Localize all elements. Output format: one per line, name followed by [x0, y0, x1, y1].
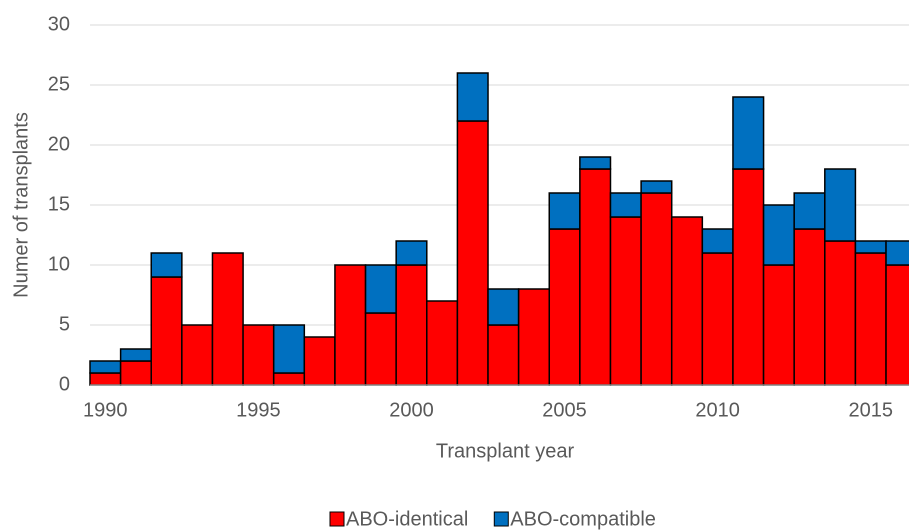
- bar-segment: [762, 264, 795, 386]
- bar-segment: [609, 192, 642, 218]
- y-tick-label: 0: [59, 373, 70, 395]
- bar-segment: [211, 252, 244, 386]
- bar-segment: [487, 324, 520, 386]
- legend-swatch: [493, 511, 509, 527]
- bar-segment: [242, 324, 275, 386]
- bar-segment: [487, 288, 520, 326]
- bar-segment: [119, 348, 152, 362]
- legend-swatch: [329, 511, 345, 527]
- y-tick-label: 5: [59, 313, 70, 335]
- bar-segment: [548, 192, 581, 230]
- bar-segment: [181, 324, 214, 386]
- y-tick-label: 20: [48, 133, 70, 155]
- bar-segment: [824, 168, 857, 242]
- bar-segment: [89, 372, 122, 386]
- bar-segment: [701, 252, 734, 386]
- bar-segment: [579, 168, 612, 386]
- x-tick-label: 2010: [695, 399, 740, 421]
- bar-segment: [701, 228, 734, 254]
- x-tick-label: 1995: [236, 399, 281, 421]
- bar-segment: [762, 204, 795, 266]
- bar-segment: [579, 156, 612, 170]
- bar-segment: [854, 240, 887, 254]
- y-tick-label: 30: [48, 13, 70, 35]
- bar-segment: [670, 216, 704, 386]
- y-axis-label: Numer of transplants: [10, 112, 32, 298]
- bar-segment: [732, 96, 765, 170]
- legend-label: ABO-identical: [346, 508, 468, 530]
- bar-segment: [395, 240, 428, 266]
- bar-segment: [824, 240, 857, 386]
- bar-segment: [732, 168, 765, 386]
- bar-segment: [334, 264, 367, 386]
- bar-segment: [150, 252, 183, 278]
- x-tick-label: 2015: [848, 399, 893, 421]
- x-tick-label: 2005: [542, 399, 587, 421]
- y-tick-label: 10: [48, 253, 70, 275]
- y-tick-label: 25: [48, 73, 70, 95]
- bar-segment: [854, 252, 887, 386]
- bar-segment: [793, 192, 826, 230]
- bar-segment: [517, 288, 551, 386]
- bar-segment: [426, 300, 459, 386]
- bar-segment: [609, 216, 642, 386]
- bar-segment: [456, 120, 489, 386]
- bar-segment: [395, 264, 428, 386]
- bar-segment: [272, 372, 306, 386]
- legend-label: ABO-compatible: [510, 508, 656, 530]
- bar-segment: [119, 360, 152, 386]
- bar-segment: [885, 240, 909, 266]
- bar-segment: [272, 324, 306, 374]
- x-axis-label: Transplant year: [436, 440, 575, 462]
- bar-segment: [640, 192, 673, 386]
- bar-segment: [89, 360, 122, 374]
- bar-segment: [364, 264, 397, 314]
- bar-segment: [793, 228, 826, 386]
- x-tick-label: 1990: [83, 399, 128, 421]
- bar-segment: [303, 336, 336, 386]
- y-tick-label: 15: [48, 193, 70, 215]
- bar-segment: [548, 228, 581, 386]
- x-tick-label: 2000: [389, 399, 434, 421]
- bar-segment: [456, 72, 489, 122]
- bar-segment: [640, 180, 673, 194]
- bar-segment: [150, 276, 183, 386]
- bar-segment: [885, 264, 909, 386]
- bar-segment: [364, 312, 397, 386]
